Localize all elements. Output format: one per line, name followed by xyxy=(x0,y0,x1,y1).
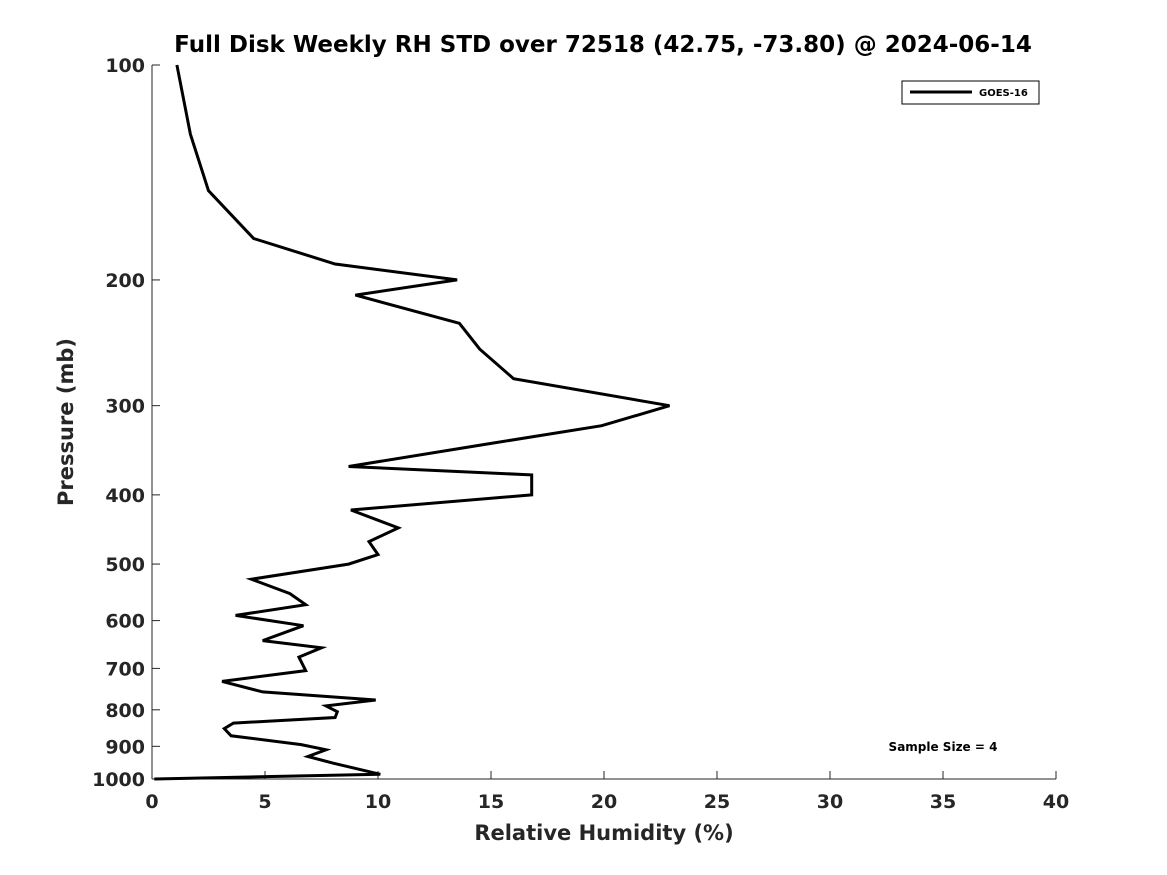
legend: GOES-16 xyxy=(901,80,1040,105)
y-axis-ticks: 100 200 300 400 500 600 700 800 900 1000 xyxy=(92,55,160,791)
y-tick-label: 600 xyxy=(105,611,145,633)
plot-lines xyxy=(154,64,670,781)
y-tick-label: 500 xyxy=(105,554,145,576)
x-tick-label: 10 xyxy=(365,791,391,813)
x-tick-label: 40 xyxy=(1043,791,1069,813)
x-tick-label: 5 xyxy=(258,791,271,813)
sample-size-annotation: Sample Size = 4 xyxy=(889,740,998,754)
y-tick-label: 300 xyxy=(105,396,145,418)
x-tick-label: 25 xyxy=(704,791,730,813)
x-tick-label: 35 xyxy=(930,791,956,813)
chart-title: Full Disk Weekly RH STD over 72518 (42.7… xyxy=(174,32,1032,58)
legend-label-goes16: GOES-16 xyxy=(979,88,1028,99)
x-tick-label: 15 xyxy=(478,791,504,813)
y-tick-label: 200 xyxy=(105,270,145,292)
series-line-goes16 xyxy=(154,64,670,781)
x-tick-label: 30 xyxy=(817,791,843,813)
x-axis-label: Relative Humidity (%) xyxy=(474,821,733,845)
x-tick-label: 20 xyxy=(591,791,617,813)
x-tick-label: 0 xyxy=(145,791,158,813)
y-axis-label: Pressure (mb) xyxy=(54,338,78,506)
y-tick-label: 800 xyxy=(105,700,145,722)
x-axis-ticks: 0 5 10 15 20 25 30 35 40 xyxy=(145,771,1069,813)
y-tick-label: 700 xyxy=(105,658,145,680)
y-tick-label: 900 xyxy=(105,736,145,758)
y-tick-label: 100 xyxy=(105,55,145,77)
y-tick-label: 400 xyxy=(105,485,145,507)
y-tick-label: 1000 xyxy=(92,769,145,791)
